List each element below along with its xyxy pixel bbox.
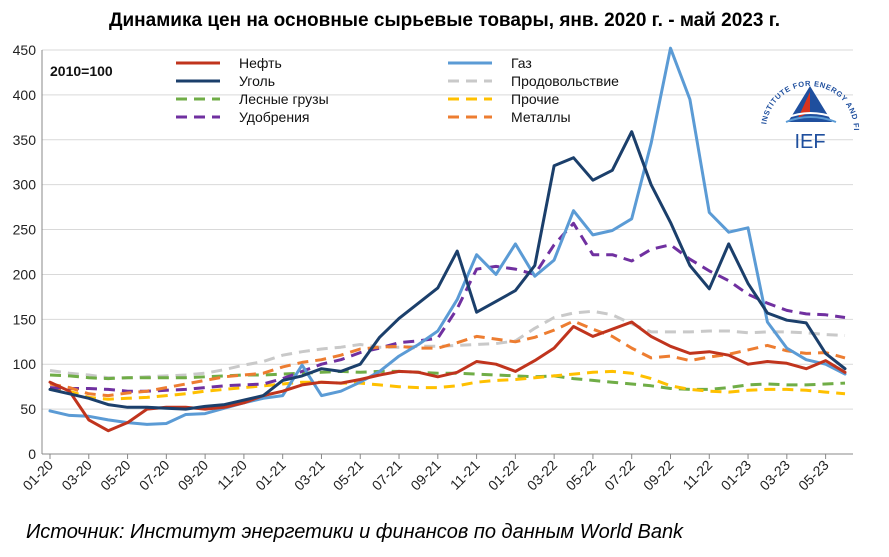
series-line-7 bbox=[49, 319, 846, 398]
series-lines bbox=[48, 46, 847, 433]
x-tick-label: 03-20 bbox=[58, 457, 95, 494]
x-tick-label: 11-20 bbox=[214, 457, 250, 493]
series-line-2 bbox=[48, 130, 847, 411]
chart-title: Динамика цен на основные сырьевые товары… bbox=[108, 10, 781, 31]
y-tick-label: 300 bbox=[13, 177, 37, 193]
series-line-6 bbox=[49, 221, 846, 393]
x-tick-label: 03-23 bbox=[756, 457, 793, 494]
x-tick-label: 01-22 bbox=[485, 457, 522, 494]
x-tick-label: 03-21 bbox=[291, 457, 328, 494]
y-tick-label: 450 bbox=[13, 42, 37, 58]
legend-label-3: Продовольствие bbox=[511, 73, 619, 89]
x-tick-label: 07-21 bbox=[369, 457, 406, 494]
y-tick-label: 250 bbox=[13, 222, 37, 238]
x-tick-label: 07-20 bbox=[136, 457, 173, 494]
x-tick-label: 05-22 bbox=[562, 457, 599, 494]
y-tick-label: 350 bbox=[13, 132, 37, 148]
base-index-label: 2010=100 bbox=[50, 63, 113, 79]
x-tick-label: 01-21 bbox=[252, 457, 289, 494]
grid-lines bbox=[42, 49, 853, 455]
x-tick-label: 01-23 bbox=[718, 457, 755, 494]
x-tick-label: 07-22 bbox=[601, 457, 638, 494]
logo-emblem-icon bbox=[785, 86, 837, 123]
legend-label-2: Уголь bbox=[239, 73, 275, 89]
ief-logo: INSTITUTE FOR ENERGY AND FINANCE IEF bbox=[747, 45, 870, 162]
x-tick-label: 09-22 bbox=[640, 457, 677, 494]
legend-label-7: Металлы bbox=[511, 109, 571, 125]
legend: Нефть Газ Уголь Продовольствие Лесные грузы П… bbox=[176, 55, 619, 125]
legend-label-5: Прочие bbox=[511, 91, 559, 107]
series-line-1 bbox=[48, 46, 847, 426]
x-tick-label: 11-22 bbox=[679, 457, 715, 493]
series-line-5 bbox=[49, 369, 846, 401]
x-tick-label: 09-21 bbox=[407, 457, 444, 494]
x-tick-label: 01-20 bbox=[19, 457, 56, 494]
legend-label-0: Нефть bbox=[239, 55, 282, 71]
logo-abbr: IEF bbox=[794, 131, 825, 153]
series-line-0 bbox=[48, 320, 847, 433]
x-tick-label: 05-20 bbox=[97, 457, 134, 494]
y-tick-label: 200 bbox=[13, 266, 37, 282]
y-tick-label: 150 bbox=[13, 311, 37, 327]
x-tick-label: 05-21 bbox=[330, 457, 367, 494]
legend-label-6: Удобрения bbox=[239, 109, 309, 125]
legend-label-1: Газ bbox=[511, 55, 532, 71]
legend-label-4: Лесные грузы bbox=[239, 91, 329, 107]
x-tick-label: 05-23 bbox=[795, 457, 832, 494]
x-tick-label: 09-20 bbox=[175, 457, 212, 494]
y-tick-label: 100 bbox=[13, 356, 37, 372]
x-tick-label: 03-22 bbox=[524, 457, 561, 494]
x-tick-label: 11-21 bbox=[447, 457, 483, 493]
y-tick-label: 0 bbox=[28, 446, 36, 462]
y-tick-label: 50 bbox=[20, 401, 36, 417]
source-note: Источник: Институт энергетики и финансов… bbox=[26, 521, 684, 543]
y-tick-label: 400 bbox=[13, 87, 37, 103]
